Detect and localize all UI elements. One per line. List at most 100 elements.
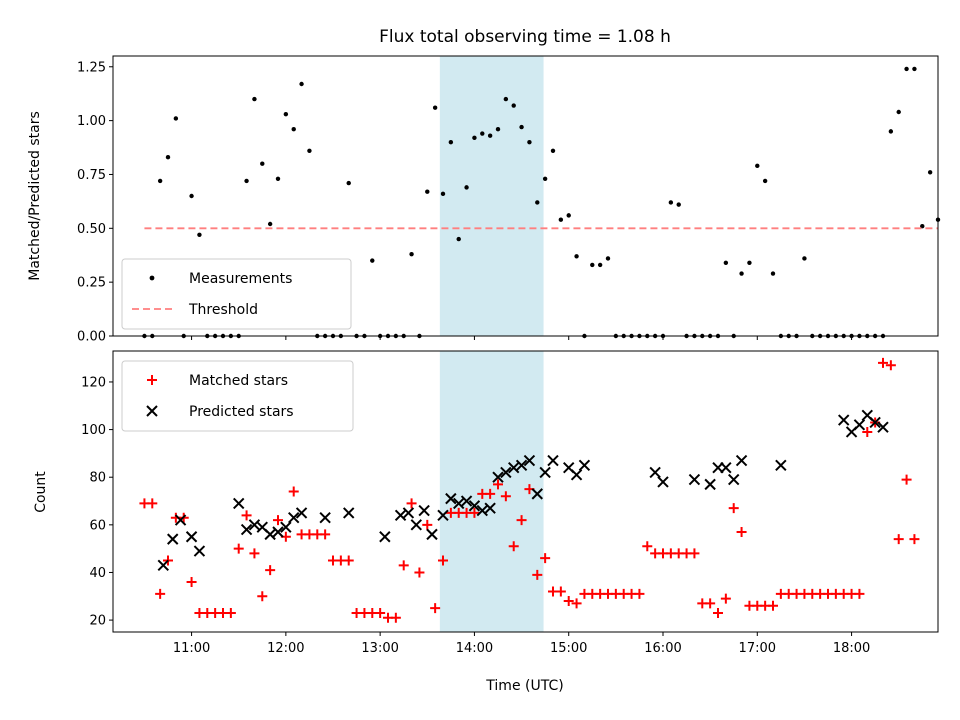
measurement-point [566,213,571,218]
measurement-point [723,260,729,265]
matched-star-point [909,534,920,545]
matched-star-point [736,526,747,537]
observing-window-band [439,56,544,336]
matched-star-point [320,529,331,540]
legend-box [121,360,354,432]
legend-predicted-swatch [146,405,158,417]
predicted-star-point [295,507,308,519]
x-tick-label: 17:00 [739,641,776,656]
predicted-star-point [157,559,169,572]
predicted-star-point [193,545,206,557]
predicted-star-point [704,478,716,491]
matched-star-point [485,488,496,499]
bottom-panel: 20 40 60 80 100 120 11:00 12:00 13:00 14:00 15:00 1… [81,350,939,656]
matched-star-point [854,588,865,599]
matched-star-point [555,586,566,597]
matched-star-point [414,567,425,578]
measurement-point [456,236,461,242]
predicted-star-point [410,519,422,531]
y-tick-label: 0.50 [77,222,106,237]
measurement-point [472,135,477,141]
measurement-point [480,131,485,136]
x-axis-label: Time (UTC) [485,678,563,694]
matched-star-point [249,548,260,559]
predicted-star-point [343,507,355,519]
matched-star-point [901,474,912,485]
predicted-star-point [272,526,284,538]
y-tick-label: 80 [89,471,106,486]
matched-star-point [375,607,386,618]
matched-star-point [862,426,873,437]
predicted-star-point [319,511,331,524]
matched-star-point [422,519,433,530]
predicted-star-point [394,509,407,522]
matched-star-point [885,360,896,371]
matched-star-point [500,491,511,502]
measurement-point [291,127,296,132]
predicted-star-point [735,454,748,467]
measurement-point [448,139,454,145]
legend-label: Matched stars [189,373,288,389]
predicted-star-point [492,471,504,483]
predicted-star-point [445,492,457,505]
predicted-star-point [240,523,253,536]
measurement-point [550,148,556,153]
measurement-point [283,111,289,117]
measurement-point [527,139,532,145]
matched-star-point [705,598,716,609]
predicted-star-point [476,504,488,517]
measurement-point [519,124,524,130]
matched-star-point [728,503,739,514]
predicted-star-point [531,488,543,500]
measurement-point [927,170,933,175]
matched-star-point [571,598,582,609]
chart-title: Flux total observing time = 1.08 h [379,27,671,47]
y-tick-label: 60 [89,518,106,533]
y-tick-label: 20 [89,614,106,629]
measurement-point [888,129,894,134]
measurement-point [904,66,909,72]
measurement-point [755,163,760,169]
predicted-star-point [688,473,701,486]
measurement-point [739,271,744,276]
x-tick-label: 18:00 [833,641,870,656]
y-tick-label: 40 [89,566,106,581]
matched-star-point [642,541,653,552]
predicted-star-point [167,533,179,545]
measurement-point [165,155,171,160]
x-tick-label: 11:00 [173,641,210,656]
predicted-star-point [720,461,732,474]
matched-star-point [430,603,441,614]
measurement-point [432,105,438,110]
x-tick-label: 16:00 [644,641,681,656]
legend-label: Predicted stars [189,404,294,420]
measurement-point [503,96,509,102]
plot-frame [112,55,939,337]
top-panel: 0.00 0.25 0.50 0.75 1.00 1.25 Measurements Thre… [77,55,941,345]
y-tick-label: 100 [81,423,106,438]
measurement-point [252,96,257,102]
predicted-star-point [185,531,198,543]
predicted-star-point [402,507,415,519]
predicted-star-point [515,459,528,472]
predicted-star-point [453,497,465,510]
y-tick-label: 0.75 [77,168,106,183]
predicted-star-point [853,419,866,431]
measurement-point [802,256,807,261]
matched-star-point [225,607,236,618]
measurement-point [896,109,901,115]
measurement-point [197,232,202,237]
measurement-point [346,180,351,186]
measurement-point [747,260,752,265]
measurement-point [574,254,579,259]
predicted-star-point [570,469,583,481]
x-tick-label: 13:00 [361,641,398,656]
predicted-star-point [500,466,512,479]
measurement-point [299,81,304,87]
measurement-point [157,178,163,184]
matched-star-point [288,486,299,497]
predicted-star-point [426,528,438,541]
matched-star-point [406,498,417,509]
measurement-point [542,176,548,181]
predicted-star-point [728,473,740,486]
